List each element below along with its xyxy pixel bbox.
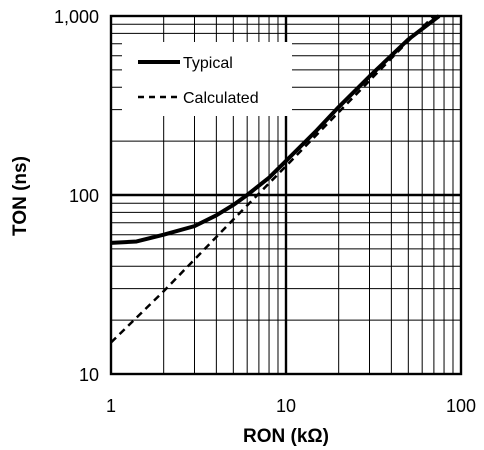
- tick-labels: 1 10 100 10 100 1,000: [54, 7, 476, 416]
- x-tick-label: 1: [106, 396, 116, 416]
- x-tick-label: 100: [446, 396, 476, 416]
- series-line-typical: [110, 14, 441, 245]
- plot-frame: [109, 14, 463, 376]
- y-axis-title: TON (ns): [10, 156, 31, 236]
- series-line-calculated: [110, 15, 435, 344]
- x-tick-label: 10: [276, 396, 296, 416]
- legend-box: [122, 42, 292, 116]
- legend-label-calculated: Calculated: [183, 90, 259, 107]
- plot-area-border: [109, 14, 463, 376]
- y-tick-label: 10: [79, 365, 99, 385]
- y-tick-label: 100: [69, 186, 99, 206]
- y-tick-label: 1,000: [54, 7, 99, 27]
- x-axis-title: RON (kΩ): [243, 426, 329, 447]
- series-group: [110, 14, 441, 344]
- legend: Typical Calculated: [122, 42, 292, 116]
- legend-label-typical: Typical: [183, 55, 233, 72]
